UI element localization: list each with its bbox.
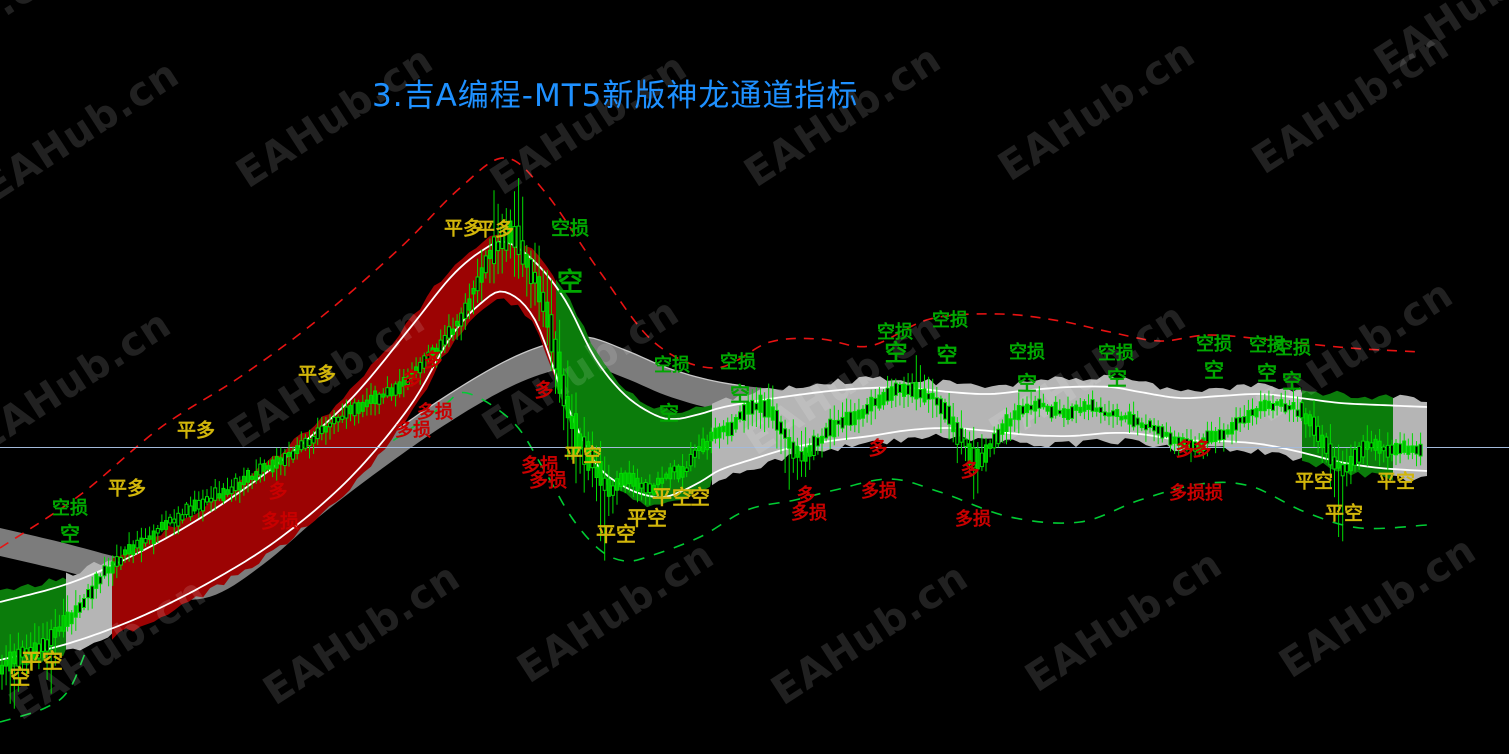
trade-label: 空 bbox=[1107, 366, 1127, 390]
trade-label: 多损 bbox=[791, 503, 827, 524]
trade-label: 空损 bbox=[550, 217, 590, 240]
trade-label: 多损 bbox=[260, 510, 300, 533]
trade-label: 空损 bbox=[654, 355, 690, 376]
trade-label: 多 bbox=[402, 368, 422, 391]
trade-label: 空损 bbox=[1098, 343, 1134, 364]
trade-label: 平空 bbox=[596, 522, 636, 546]
trade-label: 多损 bbox=[528, 469, 568, 492]
trade-label: 平空 bbox=[1324, 502, 1364, 525]
trade-label: 空 bbox=[556, 268, 584, 298]
trade-label: 空 bbox=[690, 485, 710, 509]
trade-label: 平空 bbox=[627, 506, 667, 530]
chart-title: 3.吉A编程-MT5新版神龙通道指标 bbox=[372, 78, 859, 114]
trade-label: 多 bbox=[1175, 438, 1195, 461]
trade-label: 多 bbox=[534, 379, 554, 402]
trade-label: 平空 bbox=[1376, 470, 1416, 493]
trade-label: 空 bbox=[730, 382, 750, 406]
trade-label: 空损 bbox=[1009, 342, 1045, 363]
trade-label: 多损 bbox=[417, 402, 453, 423]
candlestick-series bbox=[0, 178, 1423, 709]
trade-label: 平多 bbox=[176, 419, 216, 442]
stop-envelope-lines bbox=[0, 157, 1428, 723]
trade-label: 多 bbox=[1192, 438, 1212, 461]
trade-label: 平空 bbox=[21, 648, 63, 674]
trade-label: 多损 bbox=[1169, 483, 1205, 504]
trade-label: 空损 bbox=[1275, 338, 1311, 359]
trade-label: 平多 bbox=[297, 363, 337, 386]
trade-label: 空损 bbox=[52, 498, 88, 519]
trade-label: 空 bbox=[1282, 369, 1302, 393]
trade-label: 多损 bbox=[955, 509, 991, 530]
trade-label: 多损 bbox=[861, 481, 897, 502]
trade-label: 多损 bbox=[520, 454, 560, 477]
trade-label: 空损 bbox=[1249, 335, 1285, 356]
trade-label: 平空 bbox=[563, 444, 603, 467]
trade-label: 空 bbox=[1017, 371, 1037, 395]
trade-label: 空损 bbox=[932, 310, 968, 331]
trade-label: 损 bbox=[1205, 483, 1223, 504]
trade-label: 平空 bbox=[652, 485, 692, 509]
trade-label: 空损 bbox=[720, 352, 756, 373]
trade-label: 多 bbox=[268, 480, 288, 503]
trade-label: 空 bbox=[936, 342, 958, 368]
trade-label: 多 bbox=[960, 459, 980, 482]
trade-label: 空 bbox=[1257, 361, 1277, 385]
trade-label: 平空 bbox=[1294, 470, 1334, 493]
trade-label: 平多 bbox=[107, 477, 147, 500]
trade-label: 空损 bbox=[1196, 334, 1232, 355]
trade-label: 空 bbox=[1204, 358, 1224, 382]
trade-label: 空 bbox=[884, 339, 908, 367]
trade-label: 多 bbox=[868, 437, 888, 460]
trade-label: 空 bbox=[9, 664, 31, 690]
trade-label: 多损 bbox=[395, 420, 431, 441]
trade-label: 平多 bbox=[475, 218, 515, 241]
trade-label: 空损 bbox=[877, 322, 913, 343]
trade-label: 多 bbox=[423, 349, 443, 372]
trade-label: 空 bbox=[60, 522, 80, 546]
trade-label: 平多 bbox=[443, 217, 483, 240]
trade-label: 多 bbox=[796, 484, 816, 507]
trade-label: 空 bbox=[659, 401, 679, 425]
